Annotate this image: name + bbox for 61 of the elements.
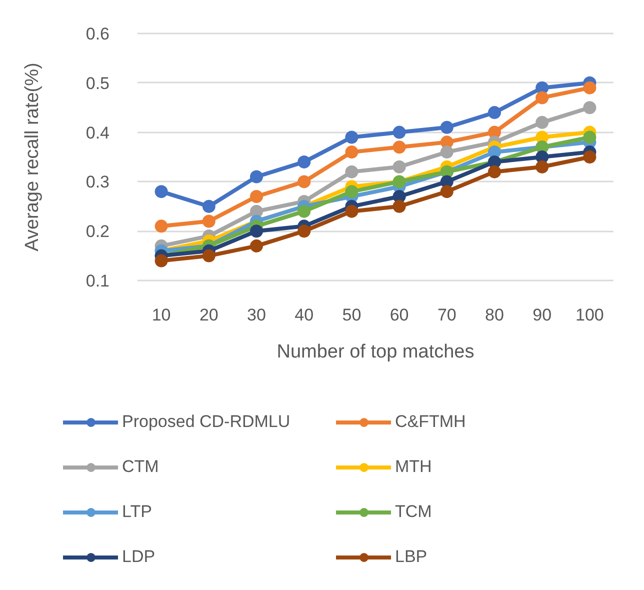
point (536, 116, 549, 129)
legend-label: C&FTMH (395, 412, 467, 432)
y-axis-title: Average recall rate(%) (22, 62, 43, 252)
point (345, 165, 358, 178)
point (154, 185, 168, 198)
point (488, 106, 501, 120)
point (392, 126, 406, 139)
point (583, 101, 596, 114)
point (345, 146, 358, 159)
y-tick-label: 0.6 (86, 24, 110, 44)
y-tick-label: 0.2 (86, 222, 110, 242)
x-tick-label: 20 (199, 306, 218, 324)
point (345, 130, 358, 144)
x-tick-label: 90 (532, 306, 552, 324)
y-tick-label: 0.1 (86, 272, 110, 290)
legend-label: TCM (395, 502, 433, 522)
legend-label: CTM (122, 457, 160, 477)
point (250, 239, 263, 252)
point (536, 91, 549, 104)
point (202, 249, 216, 262)
point (488, 165, 501, 178)
point (154, 254, 168, 268)
x-tick-label: 10 (152, 306, 171, 324)
point (202, 214, 216, 228)
point (392, 140, 406, 154)
legend-label: MTH (395, 457, 433, 477)
point (440, 120, 454, 134)
legend-label: LDP (122, 547, 156, 567)
point (202, 200, 216, 213)
legend-label: LBP (395, 547, 428, 567)
point (583, 150, 596, 164)
point (298, 175, 311, 188)
x-tick-label: 30 (247, 306, 266, 324)
legend-label: LTP (122, 502, 153, 522)
legend-label: Proposed CD-RDMLU (122, 412, 292, 432)
point (440, 185, 454, 198)
point (583, 130, 596, 144)
x-tick-label: 100 (576, 306, 604, 324)
x-tick-label: 60 (390, 306, 409, 324)
point (392, 160, 406, 174)
point (154, 220, 168, 233)
x-tick-label: 80 (485, 306, 504, 324)
y-tick-label: 0.3 (86, 172, 110, 192)
point (298, 155, 311, 168)
y-tick-label: 0.5 (86, 74, 110, 93)
point (250, 224, 263, 238)
x-tick-label: 70 (437, 306, 456, 324)
point (250, 190, 263, 204)
x-axis-title: Number of top matches (276, 342, 474, 362)
point (536, 160, 549, 174)
point (250, 170, 263, 184)
point (392, 200, 406, 213)
point (345, 204, 358, 218)
point (440, 146, 454, 159)
x-tick-label: 40 (294, 306, 314, 324)
point (298, 224, 311, 238)
point (583, 81, 596, 94)
x-tick-label: 50 (342, 306, 362, 324)
point (298, 204, 311, 218)
point (345, 185, 358, 198)
y-tick-label: 0.4 (86, 123, 110, 142)
